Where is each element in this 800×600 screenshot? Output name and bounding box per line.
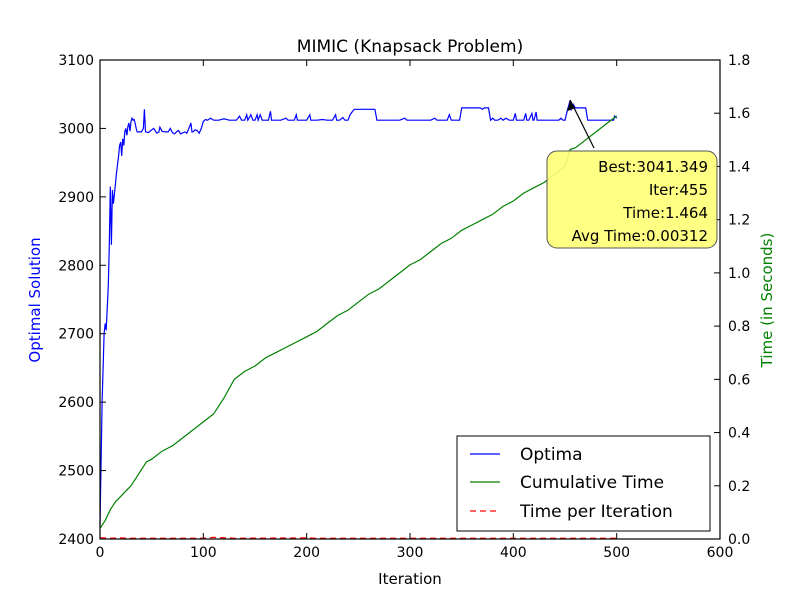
x-tick-label: 300 bbox=[397, 545, 424, 561]
legend-label-optima: Optima bbox=[520, 445, 583, 465]
legend: Optima Cumulative Time Time per Iteratio… bbox=[456, 435, 711, 532]
annotation-arrowhead bbox=[567, 100, 576, 112]
y-right-tick-label: 0.0 bbox=[728, 532, 750, 548]
series-optima-line bbox=[99, 99, 618, 526]
y-right-axis-ticks: 0.0 0.2 0.4 0.6 0.8 1.0 1.2 1.4 1.6 1.8 bbox=[714, 53, 750, 548]
y-left-tick-label: 3000 bbox=[58, 121, 94, 137]
y-right-tick-label: 1.6 bbox=[728, 106, 750, 122]
y-left-tick-label: 2600 bbox=[58, 395, 94, 411]
y-left-tick-label: 3100 bbox=[58, 53, 94, 69]
series-cumulative-time-line bbox=[99, 115, 618, 529]
y-left-axis-label: Optimal Solution bbox=[26, 237, 44, 362]
x-tick-label: 600 bbox=[707, 545, 734, 561]
legend-label-time-per-iteration: Time per Iteration bbox=[519, 502, 673, 522]
annotation-time: Time:1.464 bbox=[622, 204, 708, 222]
y-right-tick-label: 1.8 bbox=[728, 53, 750, 69]
y-left-tick-label: 2500 bbox=[58, 464, 94, 480]
annotation-best: Best:3041.349 bbox=[598, 158, 708, 176]
y-right-axis-label: Time (in Seconds) bbox=[758, 233, 776, 369]
x-tick-label: 0 bbox=[96, 545, 105, 561]
annotation: Best:3041.349 Iter:455 Time:1.464 Avg Ti… bbox=[546, 99, 718, 249]
x-tick-label: 200 bbox=[293, 545, 320, 561]
x-axis-label: Iteration bbox=[378, 570, 442, 588]
annotation-avg-time: Avg Time:0.00312 bbox=[572, 227, 708, 245]
y-left-tick-label: 2800 bbox=[58, 258, 94, 274]
annotation-box bbox=[546, 150, 718, 249]
y-left-tick-label: 2400 bbox=[58, 532, 94, 548]
y-left-tick-label: 2700 bbox=[58, 327, 94, 343]
legend-label-cumulative-time: Cumulative Time bbox=[520, 473, 664, 493]
legend-box bbox=[456, 435, 711, 532]
y-right-tick-label: 0.2 bbox=[728, 479, 750, 495]
x-axis-ticks: 0 100 200 300 400 500 600 bbox=[96, 60, 734, 561]
y-right-tick-label: 1.4 bbox=[728, 159, 750, 175]
y-right-tick-label: 0.6 bbox=[728, 372, 750, 388]
x-tick-label: 500 bbox=[603, 545, 630, 561]
x-tick-label: 400 bbox=[500, 545, 527, 561]
chart-title: MIMIC (Knapsack Problem) bbox=[297, 37, 523, 57]
annotation-iter: Iter:455 bbox=[649, 181, 708, 199]
y-left-axis-ticks: 2400 2500 2600 2700 2800 2900 3000 3100 bbox=[58, 53, 106, 548]
y-right-tick-label: 1.2 bbox=[728, 213, 750, 229]
y-right-tick-label: 1.0 bbox=[728, 266, 750, 282]
y-right-tick-label: 0.8 bbox=[728, 319, 750, 335]
y-right-tick-label: 0.4 bbox=[728, 426, 750, 442]
y-left-tick-label: 2900 bbox=[58, 190, 94, 206]
x-tick-label: 100 bbox=[190, 545, 217, 561]
